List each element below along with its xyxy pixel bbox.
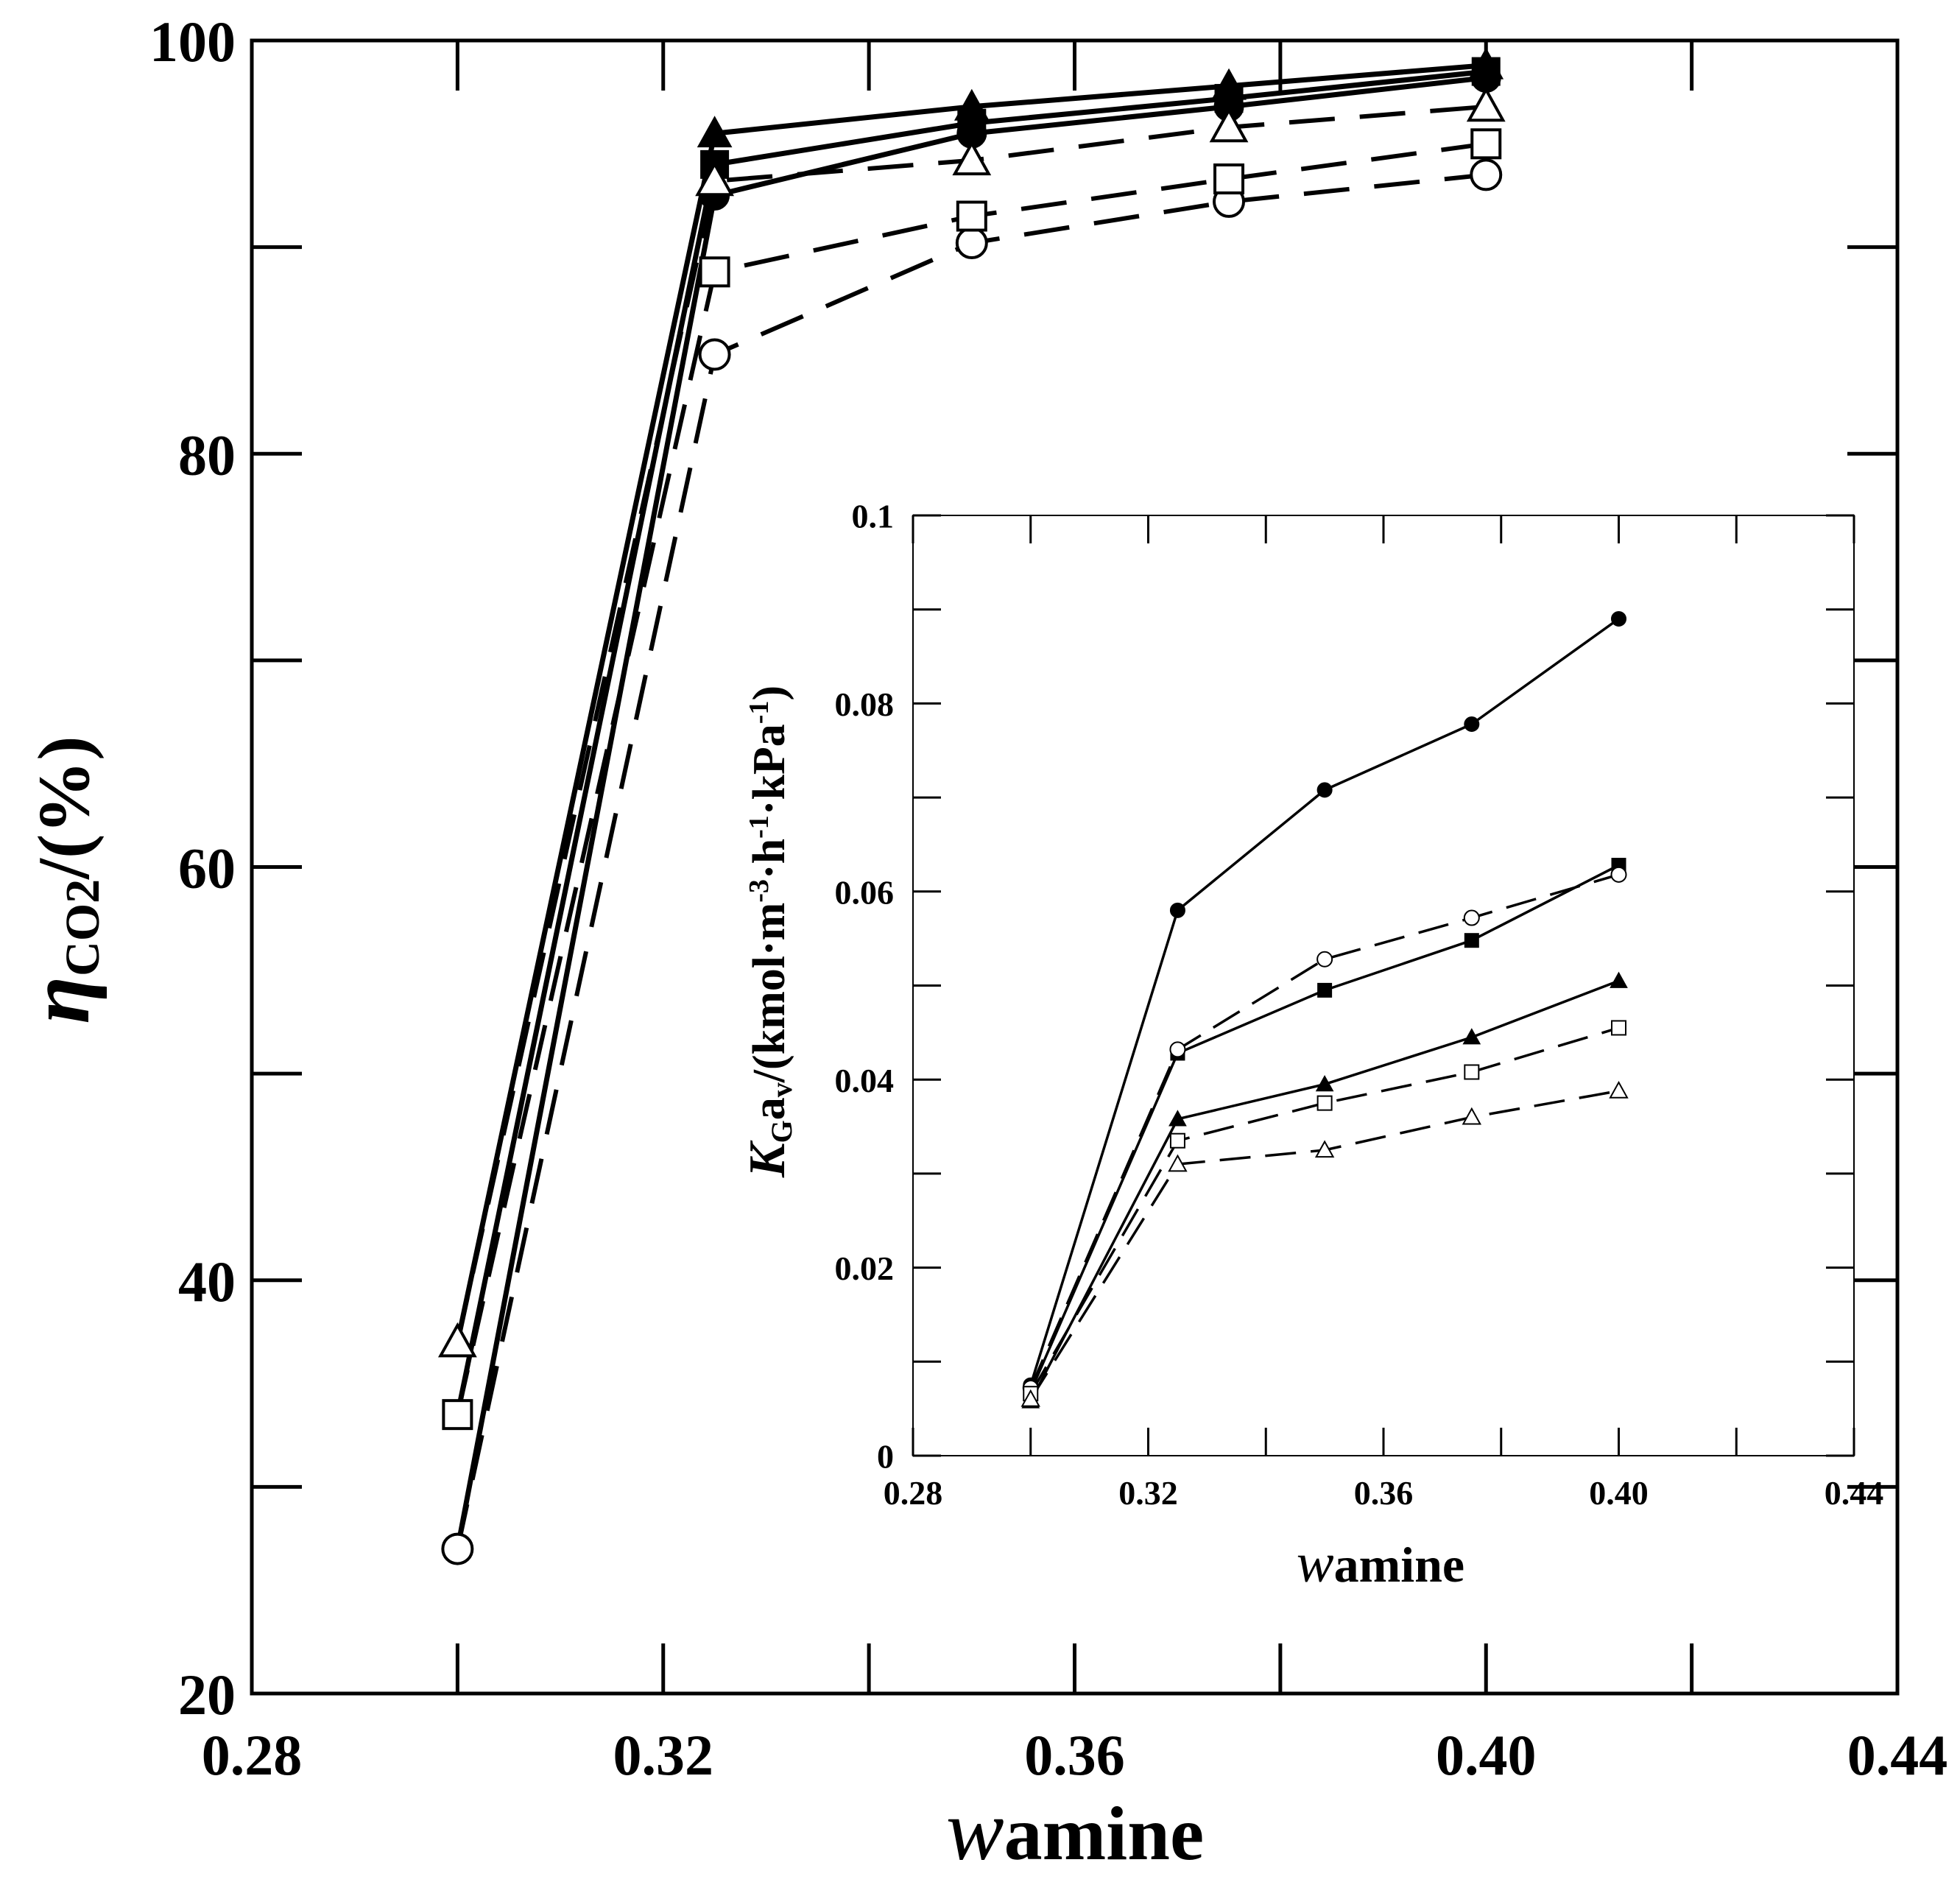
inset-marker-open-triangle bbox=[1314, 1140, 1335, 1158]
inset-marker-open-triangle bbox=[1609, 1080, 1629, 1099]
main-x-tick-label: 0.28 bbox=[202, 1723, 303, 1787]
inset-marker-filled-square bbox=[1317, 982, 1333, 998]
main-x-tick-label: 0.44 bbox=[1847, 1723, 1948, 1787]
main-marker-filled-triangle bbox=[1468, 47, 1504, 80]
main-y-tick-label: 40 bbox=[178, 1250, 236, 1314]
main-marker-filled-triangle bbox=[697, 116, 733, 148]
inset-marker-open-circle bbox=[1610, 866, 1627, 883]
inset-marker-filled-triangle bbox=[1168, 1110, 1187, 1127]
main-y-axis-title: ηCO2/(%) bbox=[11, 736, 110, 1023]
main-x-tick-label: 0.32 bbox=[613, 1723, 714, 1787]
inset-marker-filled-triangle bbox=[1610, 971, 1628, 988]
main-marker-open-circle bbox=[698, 338, 731, 371]
inset-y-tick-label: 0.1 bbox=[852, 498, 895, 535]
inset-y-tick-label: 0.06 bbox=[835, 873, 895, 911]
main-y-tick-label: 100 bbox=[149, 10, 236, 74]
inset-x-tick-label: 0.44 bbox=[1825, 1474, 1884, 1512]
main-marker-open-square bbox=[1470, 128, 1502, 160]
inset-x-tick-label: 0.28 bbox=[884, 1474, 943, 1512]
inset-marker-filled-circle bbox=[1464, 716, 1480, 732]
main-marker-open-circle bbox=[441, 1532, 474, 1565]
main-chart: 0.28 0.32 0.36 0.40 0.44 20 40 60 80 100 wamine ηCO… bbox=[11, 10, 1947, 1878]
main-marker-open-circle bbox=[1470, 158, 1503, 191]
main-marker-open-triangle bbox=[695, 161, 734, 197]
main-marker-filled-triangle bbox=[953, 88, 990, 121]
inset-marker-open-square bbox=[1464, 1064, 1480, 1080]
inset-marker-open-triangle bbox=[1020, 1389, 1040, 1407]
main-x-tick-label: 0.40 bbox=[1436, 1723, 1537, 1787]
main-y-tick-label: 60 bbox=[178, 836, 236, 901]
inset-chart: 0.28 0.32 0.36 0.40 0.44 0 0.02 0.04 0.06 0.08 0.1… bbox=[739, 498, 1883, 1594]
inset-x-tick-label: 0.40 bbox=[1589, 1474, 1649, 1512]
inset-marker-filled-triangle bbox=[1315, 1075, 1334, 1092]
inset-marker-open-square bbox=[1611, 1020, 1626, 1036]
inset-marker-filled-circle bbox=[1169, 902, 1185, 918]
main-x-axis-title: wamine bbox=[946, 1782, 1204, 1878]
inset-marker-open-square bbox=[1169, 1132, 1185, 1149]
inset-marker-open-triangle bbox=[1462, 1107, 1482, 1125]
main-marker-open-triangle bbox=[1466, 86, 1506, 122]
main-marker-open-square bbox=[699, 256, 730, 288]
main-marker-open-triangle bbox=[952, 140, 992, 176]
inset-y-tick-label: 0 bbox=[877, 1438, 894, 1476]
inset-marker-open-circle bbox=[1463, 909, 1480, 926]
inset-marker-open-square bbox=[1316, 1095, 1333, 1111]
inset-marker-open-circle bbox=[1316, 951, 1333, 968]
inset-background bbox=[913, 515, 1854, 1456]
main-x-tick-label: 0.36 bbox=[1024, 1723, 1125, 1787]
main-marker-open-triangle bbox=[1209, 107, 1249, 143]
inset-x-axis-title: wamine bbox=[1297, 1532, 1464, 1594]
inset-x-tick-label: 0.32 bbox=[1118, 1474, 1178, 1512]
main-marker-open-square bbox=[442, 1399, 473, 1431]
main-y-tick-label: 80 bbox=[178, 423, 236, 487]
inset-marker-filled-circle bbox=[1316, 782, 1333, 798]
main-y-tick-label: 20 bbox=[178, 1663, 236, 1727]
main-marker-open-circle bbox=[955, 227, 988, 260]
inset-y-tick-label: 0.08 bbox=[835, 686, 895, 723]
main-marker-open-triangle bbox=[437, 1322, 477, 1358]
inset-y-tick-label: 0.02 bbox=[835, 1250, 895, 1287]
inset-y-axis-title: KGav/(kmol·m-3·h-1·kPa-1) bbox=[739, 686, 798, 1178]
inset-marker-open-circle bbox=[1169, 1041, 1186, 1058]
inset-marker-filled-circle bbox=[1611, 610, 1626, 627]
inset-y-tick-label: 0.04 bbox=[835, 1062, 895, 1099]
inset-marker-open-triangle bbox=[1168, 1154, 1188, 1172]
inset-series-line-open-square bbox=[1029, 1026, 1620, 1395]
main-marker-open-square bbox=[956, 200, 987, 232]
inset-series-line-open-circle bbox=[1029, 873, 1619, 1389]
main-marker-open-square bbox=[1213, 163, 1245, 195]
inset-marker-filled-triangle bbox=[1462, 1028, 1481, 1045]
inset-x-tick-label: 0.36 bbox=[1354, 1474, 1414, 1512]
inset-marker-filled-square bbox=[1464, 933, 1479, 948]
main-marker-filled-triangle bbox=[1211, 68, 1247, 100]
